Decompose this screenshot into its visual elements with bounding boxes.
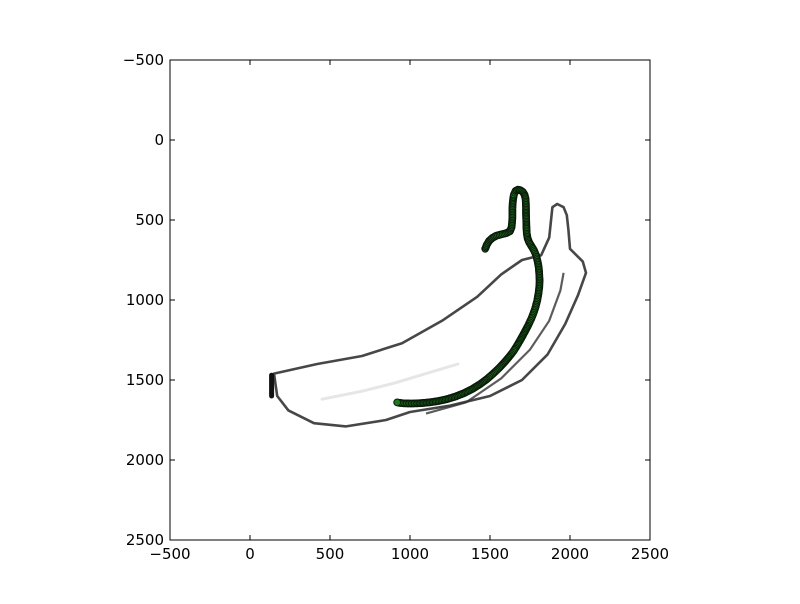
- sketch-highlight: [320, 362, 460, 401]
- y-tick-label: 1500: [126, 371, 164, 389]
- y-tick-label: 0: [154, 131, 164, 149]
- x-tick-label: 1000: [391, 545, 429, 563]
- sketch-inner-curve: [425, 272, 565, 415]
- data-points: [393, 185, 544, 408]
- y-tick-label: 2000: [126, 451, 164, 469]
- banana-sketch-image: [269, 202, 588, 428]
- y-axis-ticks: −500 0 500 1000 1500 2000 2500: [123, 51, 650, 549]
- y-tick-label: 500: [135, 211, 164, 229]
- y-tick-label: −500: [123, 51, 164, 69]
- sketch-outline: [272, 202, 588, 428]
- y-tick-label: 1000: [126, 291, 164, 309]
- x-tick-label: 2500: [631, 545, 669, 563]
- x-tick-label: −500: [149, 545, 190, 563]
- y-tick-label: 2500: [126, 531, 164, 549]
- x-tick-label: 2000: [551, 545, 589, 563]
- x-axis-ticks: −500 0 500 1000 1500 2000 2500: [149, 60, 669, 563]
- data-point: [393, 398, 402, 407]
- x-tick-label: 1500: [471, 545, 509, 563]
- x-tick-label: 500: [316, 545, 345, 563]
- x-tick-label: 0: [245, 545, 255, 563]
- plot-area-background: [170, 60, 650, 540]
